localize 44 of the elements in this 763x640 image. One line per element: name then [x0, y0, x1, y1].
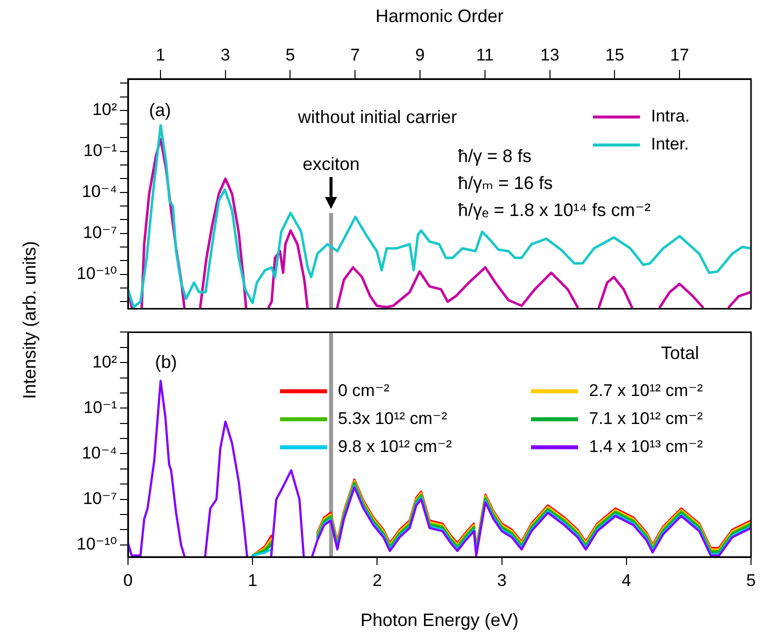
x-tick-label: 2 [372, 570, 382, 590]
annotation: (b) [155, 352, 177, 372]
legend-label: 1.4 x 10¹³ cm⁻² [589, 436, 704, 456]
x2-tick-label: 13 [540, 45, 560, 64]
y-tick-label: 10⁻¹⁰ [76, 264, 118, 284]
x2-tick-label: 17 [670, 45, 690, 64]
y-tick-label: 10² [92, 352, 118, 372]
y-tick-label: 10⁻⁴ [82, 182, 117, 202]
x2-axis-title: Harmonic Order [375, 6, 504, 26]
legend-label: Inter. [651, 134, 689, 154]
annotation: (a) [149, 100, 171, 120]
ref-line-label: exciton [302, 154, 360, 174]
legend-title: Total [660, 343, 700, 364]
x2-tick-label: 9 [415, 45, 425, 64]
x-tick-label: 5 [746, 570, 756, 590]
x2-tick-label: 7 [350, 45, 360, 64]
y-tick-label: 10⁻⁷ [82, 223, 117, 242]
y-tick-label: 10⁻¹ [83, 398, 118, 417]
legend-label: 9.8 x 10¹² cm⁻² [338, 436, 452, 456]
x-tick-label: 3 [497, 570, 507, 590]
y-tick-label: 10⁻¹⁰ [76, 534, 118, 554]
x2-tick-label: 5 [286, 45, 295, 64]
x-axis-title: Photon Energy (eV) [360, 610, 519, 630]
x-tick-label: 1 [248, 570, 258, 590]
x-tick-label: 4 [622, 570, 632, 590]
legend-label: 0 cm⁻² [338, 380, 390, 400]
annotation: without initial carrier [297, 106, 458, 127]
x2-tick-label: 11 [476, 45, 494, 64]
legend-label: Intra. [651, 106, 690, 126]
y-tick-label: 10⁻¹ [83, 141, 118, 160]
x2-tick-label: 1 [156, 45, 166, 64]
legend-label: 2.7 x 10¹² cm⁻² [589, 380, 704, 400]
annotation: ħ/γ = 8 fs [458, 146, 532, 166]
x-tick-label: 0 [123, 570, 133, 590]
y-tick-label: 10⁻⁷ [82, 489, 117, 508]
annotation: ħ/γₘ = 16 fs [458, 172, 553, 193]
y-tick-label: 10⁻⁴ [82, 443, 117, 462]
legend-label: 7.1 x 10¹² cm⁻² [589, 408, 704, 428]
x2-tick-label: 3 [220, 45, 230, 64]
legend-label: 5.3x 10¹² cm⁻² [338, 408, 448, 428]
x2-tick-label: 15 [605, 45, 624, 64]
y-axis-title: Intensity (arb. units) [20, 240, 40, 400]
y-tick-label: 10² [92, 100, 118, 120]
annotation: ħ/γₑ = 1.8 x 10¹⁴ fs cm⁻² [458, 200, 650, 220]
